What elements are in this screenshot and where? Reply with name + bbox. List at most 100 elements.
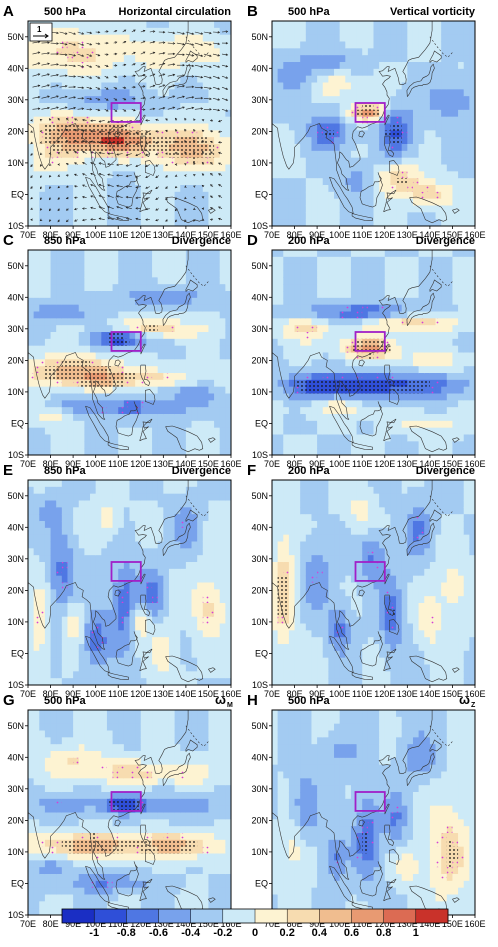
wind-vector-head [191,43,195,46]
x-axis: 70E 80E 90E 100E 110E 120E 130E 140E 150E 160E [264,226,486,240]
field-cell [67,284,74,292]
field-cell [345,366,352,374]
field-cell [272,345,279,354]
field-cell [339,407,346,415]
field-cell [373,123,380,131]
y-tick-label: 10S [8,221,24,231]
field-cell [101,393,108,401]
field-cell [163,109,170,118]
field-cell [345,277,352,285]
stipple-cell [135,144,141,151]
field-cell [73,116,80,125]
field-cell [272,284,279,292]
field-cell [458,62,465,70]
field-cell [322,178,329,186]
coastline [139,135,151,158]
field-cell [202,198,210,207]
field-cell [311,366,318,374]
field-cell [123,164,131,172]
field-cell [78,414,85,422]
field-cell [367,116,375,125]
wind-vector-head [39,208,43,211]
field-cell [33,407,40,415]
field-cell [67,400,74,408]
field-cell [39,441,46,449]
stipple-cell [362,109,368,117]
field-cell [305,185,313,193]
field-cell [208,448,215,455]
field-cell [219,75,226,84]
field-cell [384,123,392,131]
field-cell [272,34,279,43]
wind-vector-head [133,97,136,100]
field-cell [197,82,204,90]
field-cell [283,379,290,388]
field-cell [328,297,335,306]
field-cell [90,21,97,29]
coastline [165,196,204,224]
wind-vector-head [73,54,77,57]
panel-letter: B [247,3,258,20]
field-cell [458,109,465,118]
field-cell [356,171,363,179]
field-cell [191,178,198,186]
field-cell [44,62,52,70]
field-cell [328,291,335,299]
wind-vector-head [162,52,166,55]
field-cell [44,41,52,49]
field-cell [424,178,431,186]
field-cell [345,393,352,401]
field-cell [129,48,136,56]
field-cell [112,109,119,118]
field-cell [311,41,318,49]
field-cell [311,164,318,172]
field-cell [106,291,114,299]
field-cell [73,191,80,200]
field-cell [219,48,226,56]
wind-vector [82,162,87,165]
wind-vector [126,153,132,156]
field-cell [146,277,153,285]
field-cell [429,68,437,77]
panel-frame [27,20,232,227]
field-cell [300,297,307,306]
field-cell [180,55,187,63]
field-cell [78,191,85,200]
field-cell [424,21,431,29]
field-cell [300,109,307,118]
field-cell [174,270,181,278]
field-cell [452,144,459,152]
field-cell [300,414,307,422]
wind-vector-head [172,42,176,45]
field-cell [44,291,52,299]
field-cell [180,297,187,306]
field-cell [277,48,284,56]
field-cell [174,359,181,367]
field-cell [356,414,363,422]
field-cell [305,55,313,63]
field-cell [334,373,341,381]
field-cell [90,420,97,429]
field-cell [73,62,80,70]
field-cell [140,212,148,220]
stipple-cell [78,359,85,367]
field-cell [106,62,114,70]
field-cell [272,311,279,319]
field-cell [56,441,63,449]
field-cell [214,448,221,455]
field-cell [129,41,136,49]
field-cell [101,68,108,77]
field-cell [168,332,176,340]
field-cell [67,164,74,172]
stipple-cell [44,373,51,380]
wind-vector-head [165,208,168,212]
wind-vector-head [48,129,52,133]
field-cell [39,157,46,166]
field-cell [106,185,114,193]
field-cell [225,270,231,278]
field-cell [294,109,301,118]
field-cell [334,270,341,278]
field-cell [390,21,397,29]
field-cell [185,373,193,381]
field-cell [401,41,408,49]
